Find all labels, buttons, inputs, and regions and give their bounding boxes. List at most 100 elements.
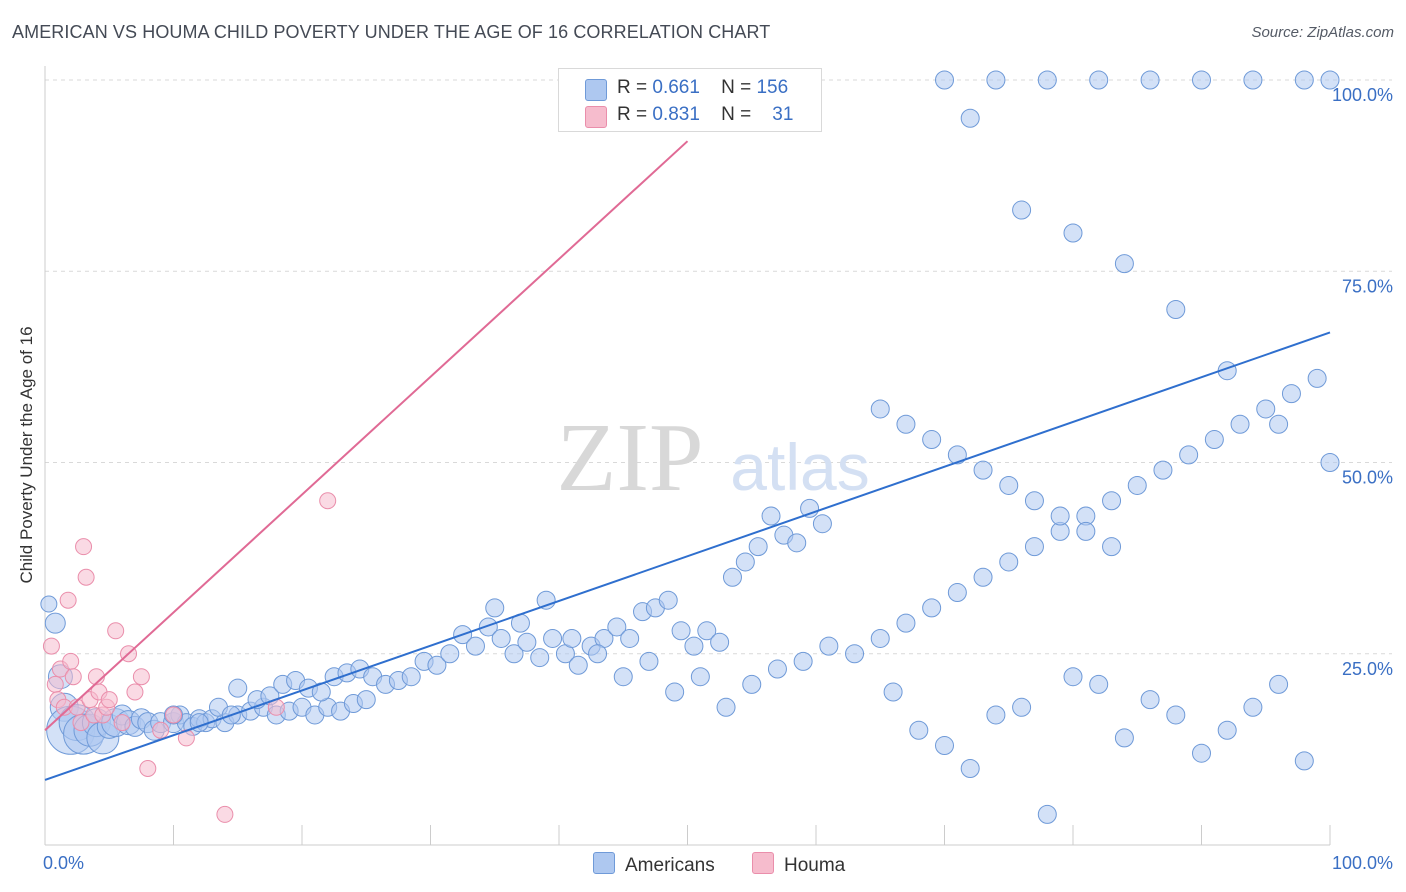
americans-point — [767, 659, 787, 679]
houma-point — [165, 706, 182, 724]
americans-point — [440, 644, 460, 664]
americans-point — [1269, 674, 1289, 694]
x-tick-label: 0.0% — [43, 853, 84, 873]
houma-point — [42, 637, 60, 655]
americans-point — [1294, 751, 1314, 771]
americans-point — [761, 506, 781, 526]
americans-point — [1037, 70, 1057, 90]
americans-point — [986, 70, 1006, 90]
americans-point — [485, 598, 505, 618]
americans-point — [1192, 743, 1211, 763]
tick-labels: 25.0% 50.0% 75.0% 100.0% 0.0% 100.0% — [43, 85, 1393, 873]
americans-point — [986, 705, 1006, 725]
americans-point — [1089, 70, 1109, 90]
americans-point — [1114, 254, 1134, 274]
americans-point — [960, 108, 980, 128]
americans-point — [620, 628, 640, 648]
americans-point — [999, 475, 1019, 495]
americans-point — [504, 644, 524, 664]
americans-point — [44, 612, 66, 634]
americans-point — [947, 583, 967, 603]
americans-point — [999, 552, 1019, 572]
americans-point — [671, 621, 691, 641]
americans-point — [922, 598, 942, 618]
americans-point — [665, 682, 685, 702]
americans-point — [973, 567, 993, 587]
americans-point — [1050, 506, 1070, 526]
houma-point — [64, 668, 82, 686]
americans-trend-line — [44, 331, 1331, 781]
americans-point — [356, 690, 376, 710]
y-tick-label: 25.0% — [1342, 659, 1393, 679]
americans-point — [1089, 674, 1109, 694]
houma-point — [113, 714, 131, 732]
americans-point — [1063, 667, 1083, 687]
americans-point — [722, 567, 742, 587]
watermark-atlas: atlas — [730, 430, 869, 504]
houma-trend-line — [44, 140, 689, 731]
americans-point — [1204, 430, 1224, 450]
americans-point — [517, 632, 537, 652]
houma-legend-swatch — [752, 852, 774, 874]
americans-point — [658, 590, 678, 610]
houma-point — [77, 568, 95, 586]
americans-point — [870, 399, 890, 419]
americans-point — [1076, 521, 1096, 541]
houma-point — [46, 675, 64, 693]
americans-point — [935, 70, 954, 90]
trend-lines — [44, 140, 1331, 781]
grid — [45, 79, 1392, 655]
houma-point — [100, 691, 118, 709]
houma-point — [62, 652, 80, 670]
americans-point — [639, 651, 659, 671]
americans-point — [427, 655, 447, 675]
americans-point — [1179, 445, 1199, 465]
americans-point — [1217, 720, 1237, 740]
americans-point — [1269, 414, 1289, 434]
americans-point — [1114, 728, 1134, 748]
americans-legend-label: Americans — [625, 855, 715, 876]
americans-point — [742, 674, 762, 694]
legend-n-label: N = — [721, 77, 752, 98]
americans-point — [973, 460, 993, 480]
houma-points — [42, 492, 337, 823]
americans-point — [40, 595, 58, 613]
houma-point — [72, 714, 90, 732]
americans-point — [1024, 491, 1044, 511]
watermark: ZIP atlas — [557, 404, 870, 512]
americans-point — [735, 552, 755, 572]
americans-point — [1294, 70, 1314, 90]
americans-point — [613, 667, 633, 687]
houma-legend-label: Houma — [784, 855, 846, 876]
americans-point — [536, 590, 556, 610]
americans-point — [883, 682, 903, 702]
americans-point — [1307, 368, 1327, 388]
americans-point — [1102, 537, 1122, 557]
houma-swatch — [585, 106, 607, 128]
americans-point — [684, 636, 704, 656]
americans-point — [787, 533, 807, 553]
americans-point — [562, 628, 582, 648]
americans-point — [960, 759, 980, 778]
houma-point — [139, 760, 157, 777]
houma-point — [152, 721, 170, 739]
americans-point — [228, 678, 248, 698]
americans-point — [896, 414, 916, 434]
legend-n-label: N = — [721, 104, 752, 125]
americans-point — [1024, 537, 1044, 557]
houma-point — [216, 805, 234, 823]
source-label: Source: ZipAtlas.com — [1251, 24, 1394, 41]
legend-r-value-houma: 0.831 — [652, 104, 700, 125]
americans-legend-swatch — [593, 852, 615, 874]
americans-point — [896, 613, 916, 633]
americans-point — [1140, 690, 1160, 710]
americans-point — [1230, 414, 1250, 434]
americans-point — [870, 628, 890, 648]
americans-point — [748, 537, 768, 557]
americans-point — [1140, 70, 1160, 90]
americans-point — [1012, 200, 1032, 220]
americans-point — [1192, 70, 1211, 90]
americans-point — [1256, 399, 1276, 419]
correlation-legend: R = 0.661 N = 156 R = 0.831 N = 31 — [558, 68, 822, 132]
